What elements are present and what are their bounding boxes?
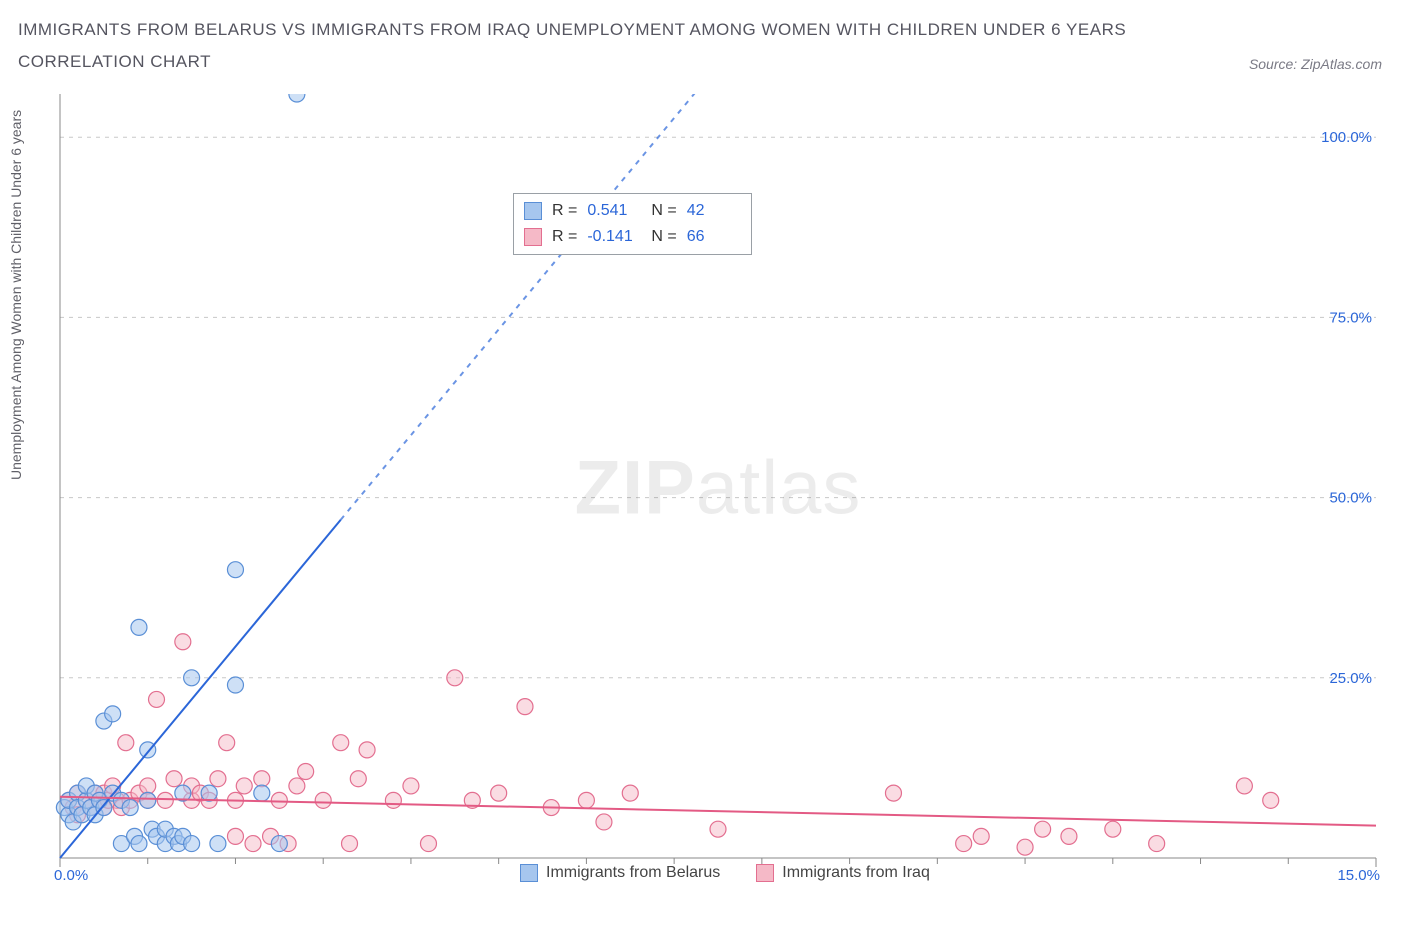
legend-item: Immigrants from Iraq (756, 864, 930, 882)
svg-text:15.0%: 15.0% (1337, 867, 1380, 882)
legend-item: Immigrants from Belarus (520, 864, 720, 882)
legend-swatch (524, 202, 542, 220)
svg-text:25.0%: 25.0% (1329, 670, 1372, 687)
svg-text:50.0%: 50.0% (1329, 490, 1372, 507)
legend-label: Immigrants from Belarus (546, 864, 720, 881)
stats-box: R =0.541N =42R =-0.141N =66 (513, 193, 752, 255)
stats-row: R =0.541N =42 (524, 198, 741, 224)
svg-text:75.0%: 75.0% (1329, 309, 1372, 326)
svg-text:0.0%: 0.0% (54, 867, 88, 882)
title-line-1: IMMIGRANTS FROM BELARUS VS IMMIGRANTS FR… (18, 20, 1126, 40)
stats-row: R =-0.141N =66 (524, 224, 741, 250)
legend-label: Immigrants from Iraq (782, 864, 930, 881)
legend-swatch (524, 228, 542, 246)
legend-swatch (756, 864, 774, 882)
source-attribution: Source: ZipAtlas.com (1249, 56, 1382, 72)
chart-title: IMMIGRANTS FROM BELARUS VS IMMIGRANTS FR… (18, 20, 1126, 72)
y-axis-label: Unemployment Among Women with Children U… (8, 110, 24, 480)
chart-area: 25.0%50.0%75.0%100.0%0.0%15.0% ZIPatlas … (50, 94, 1386, 882)
bottom-legend: Immigrants from Belarus Immigrants from I… (520, 864, 930, 882)
title-line-2: CORRELATION CHART (18, 52, 1126, 72)
svg-text:100.0%: 100.0% (1321, 129, 1372, 146)
legend-swatch (520, 864, 538, 882)
